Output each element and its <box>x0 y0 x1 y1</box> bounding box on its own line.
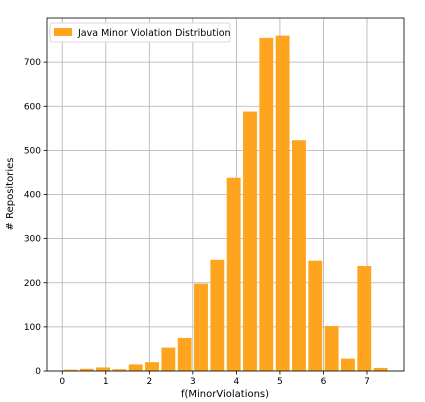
x-tick-label: 2 <box>146 377 152 387</box>
histogram-bar <box>308 260 323 371</box>
histogram-bar <box>357 265 372 371</box>
histogram-bar <box>210 259 225 371</box>
histogram-bar <box>373 367 388 371</box>
y-axis-ticks: 0 100 200 300 400 500 600 700 <box>24 58 47 377</box>
y-tick-label: 600 <box>24 102 41 112</box>
x-axis-label: f(MinorViolations) <box>181 389 269 400</box>
histogram-bar <box>243 111 257 372</box>
histogram-bar <box>145 362 159 371</box>
y-tick-label: 100 <box>24 323 41 333</box>
x-tick-label: 7 <box>364 377 370 387</box>
histogram-bar <box>112 369 127 371</box>
legend: Java Minor Violation Distribution <box>49 22 231 43</box>
x-tick-label: 3 <box>190 377 196 387</box>
y-tick-label: 500 <box>24 146 41 156</box>
histogram-bar <box>292 140 306 371</box>
x-tick-label: 4 <box>234 377 240 387</box>
y-tick-label: 400 <box>24 191 41 201</box>
x-tick-label: 0 <box>59 377 65 387</box>
y-tick-label: 300 <box>24 235 41 245</box>
histogram-bar <box>63 369 78 371</box>
legend-swatch <box>54 28 72 36</box>
histogram-bar <box>194 283 208 371</box>
histogram-bar <box>177 337 192 371</box>
y-tick-label: 0 <box>35 367 41 377</box>
histogram-bar <box>226 177 241 371</box>
legend-label: Java Minor Violation Distribution <box>77 28 231 39</box>
x-tick-label: 5 <box>277 377 283 387</box>
x-axis-ticks: 0 1 2 3 4 5 6 7 <box>59 371 370 387</box>
x-tick-label: 6 <box>321 377 327 387</box>
histogram-bar <box>324 325 339 371</box>
histogram-bar <box>341 358 355 371</box>
x-tick-label: 1 <box>103 377 109 387</box>
legend-box <box>49 22 231 43</box>
y-axis-label: # Repositories <box>5 158 16 231</box>
histogram-bar <box>275 35 290 372</box>
y-tick-label: 700 <box>24 58 41 68</box>
histogram-bar <box>79 368 94 371</box>
bars <box>63 35 388 372</box>
histogram-bar <box>259 37 274 371</box>
histogram-bar <box>161 347 176 371</box>
histogram-bar <box>96 367 110 371</box>
y-tick-label: 200 <box>24 279 41 289</box>
histogram-bar <box>128 364 143 371</box>
